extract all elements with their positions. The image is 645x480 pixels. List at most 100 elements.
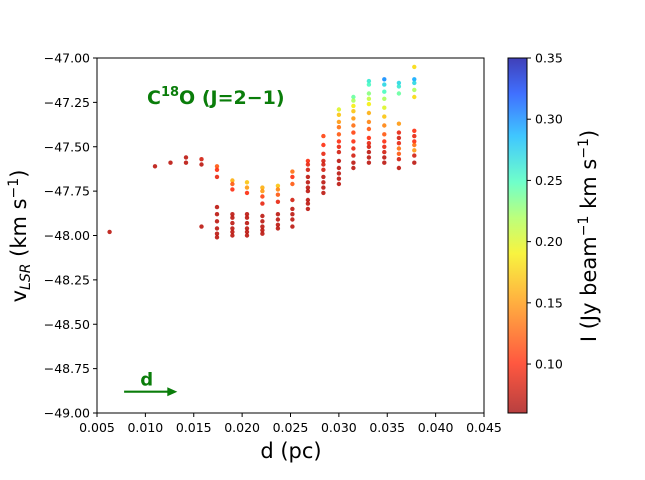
data-point (412, 160, 417, 165)
data-point (351, 98, 356, 103)
data-point (412, 142, 417, 148)
data-point (230, 220, 235, 226)
data-point (382, 132, 387, 137)
data-point (396, 91, 402, 96)
y-tick-label: −49.00 (44, 406, 90, 421)
data-point (290, 206, 295, 212)
y-tick-label: −47.50 (44, 139, 90, 154)
direction-arrow: d (124, 370, 178, 397)
y-tick-label: −48.00 (44, 228, 90, 243)
x-tick-label: 0.045 (466, 420, 502, 435)
data-point (199, 162, 204, 167)
data-point (396, 130, 402, 135)
data-point (366, 144, 372, 149)
data-point (260, 228, 265, 233)
data-point (230, 212, 235, 217)
data-point (260, 194, 265, 199)
data-point (275, 226, 281, 231)
x-axis-label: d (pc) (260, 439, 321, 463)
data-point (351, 165, 356, 171)
data-point (275, 212, 281, 217)
data-point (351, 116, 356, 121)
data-point (244, 233, 250, 238)
colorbar-tick-label: 0.10 (535, 357, 563, 372)
data-point (336, 176, 342, 181)
scatter-points (107, 64, 417, 240)
data-point (412, 148, 417, 153)
data-point (366, 155, 372, 160)
data-point (230, 178, 235, 183)
y-tick-label: −48.25 (44, 272, 90, 287)
y-axis-label: vLSR (km s−1) (6, 170, 34, 303)
data-point (382, 114, 387, 119)
data-point (260, 185, 265, 190)
data-point (214, 212, 220, 217)
data-point (366, 91, 372, 96)
data-point (351, 103, 356, 109)
data-point (244, 190, 250, 196)
x-tick-label: 0.010 (127, 420, 163, 435)
data-point (305, 188, 311, 194)
data-point (336, 171, 342, 176)
data-point (290, 197, 295, 203)
data-point (382, 149, 387, 155)
data-point (412, 87, 417, 93)
data-point (382, 77, 387, 82)
data-point (382, 160, 387, 165)
data-point (396, 80, 402, 86)
data-point (366, 135, 372, 141)
x-tick-label: 0.005 (79, 420, 115, 435)
data-point (366, 110, 372, 116)
data-point (214, 164, 220, 169)
colorbar-tick-label: 0.30 (535, 112, 563, 127)
species-annotation: C18O (J=2−1) (147, 85, 285, 109)
data-point (396, 146, 402, 151)
data-point (382, 144, 387, 149)
colorbar-tick-label: 0.35 (535, 51, 563, 66)
data-point (351, 139, 356, 144)
data-point (321, 151, 326, 156)
data-point (305, 180, 311, 185)
data-point (366, 96, 372, 102)
data-point (366, 149, 372, 155)
y-tick-label: −47.25 (44, 95, 90, 110)
data-point (305, 201, 311, 206)
data-point (305, 167, 311, 172)
data-point (305, 158, 311, 164)
data-point (244, 229, 250, 235)
plot-area (97, 58, 484, 413)
data-point (214, 235, 220, 240)
x-axis-ticks: 0.005 0.010 0.015 0.020 0.025 0.030 0.035 0.040… (79, 413, 502, 435)
y-axis-ticks: −49.00 −48.75 −48.50 −48.25 −48.00 −47.75 −47.… (44, 51, 97, 421)
x-tick-label: 0.035 (369, 420, 405, 435)
data-point (396, 157, 402, 162)
data-point (382, 82, 387, 87)
data-point (351, 130, 356, 135)
data-point (366, 101, 372, 107)
data-point (275, 192, 281, 197)
data-point (366, 78, 372, 84)
data-point (214, 231, 220, 236)
data-point (412, 153, 417, 158)
data-point (214, 204, 220, 210)
data-point (336, 139, 342, 144)
data-point (382, 155, 387, 160)
data-point (321, 174, 326, 180)
colorbar-tick-label: 0.25 (535, 173, 563, 188)
data-point (260, 231, 265, 236)
data-point (260, 201, 265, 206)
data-point (230, 226, 235, 231)
data-point (275, 183, 281, 188)
data-point (244, 180, 250, 185)
data-point (230, 229, 235, 235)
data-point (230, 233, 235, 238)
data-point (321, 180, 326, 185)
data-point (336, 165, 342, 171)
data-point (412, 133, 417, 139)
data-point (396, 84, 402, 89)
x-tick-label: 0.025 (273, 420, 309, 435)
data-point (290, 169, 295, 174)
data-point (336, 119, 342, 125)
data-point (260, 219, 265, 224)
